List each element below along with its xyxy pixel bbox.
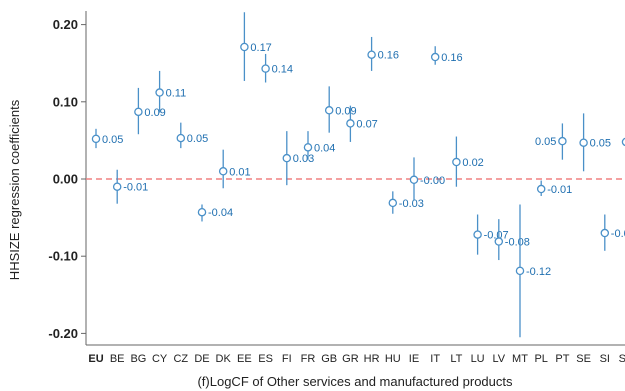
y-tick-label: -0.20 xyxy=(48,326,78,341)
data-point xyxy=(303,143,313,152)
data-point xyxy=(409,175,419,185)
data-label: 0.09 xyxy=(335,105,356,117)
x-category-label: EE xyxy=(237,353,252,365)
data-point xyxy=(282,153,292,163)
data-point xyxy=(218,167,228,176)
x-category-label: ES xyxy=(258,353,273,365)
x-category-label: SE xyxy=(576,353,591,365)
data-point xyxy=(536,184,546,194)
data-point xyxy=(452,157,461,167)
data-point xyxy=(430,52,440,62)
x-category-label: GB xyxy=(321,353,337,365)
x-category-label: LT xyxy=(450,353,462,365)
x-category-label: IE xyxy=(409,353,419,365)
data-point xyxy=(261,64,270,73)
data-point xyxy=(346,119,355,128)
data-point xyxy=(600,228,610,238)
x-category-label: LU xyxy=(471,353,485,365)
y-tick-label: 0.00 xyxy=(53,172,78,187)
x-category-label: BG xyxy=(130,353,146,365)
data-point xyxy=(176,133,186,143)
data-point xyxy=(558,136,567,146)
data-label: 0.04 xyxy=(314,142,335,154)
data-point xyxy=(155,88,164,97)
data-label: -0.00 xyxy=(420,175,445,187)
data-label: 0.02 xyxy=(462,157,483,169)
x-category-label: PL xyxy=(534,353,547,365)
data-label: 0.05 xyxy=(590,138,611,150)
data-label: 0.09 xyxy=(144,107,165,119)
x-category-label: LV xyxy=(492,353,505,365)
data-point xyxy=(494,237,504,246)
x-category-label: DK xyxy=(216,353,232,365)
x-category-label: EU xyxy=(88,353,103,365)
data-label: 0.05 xyxy=(102,134,123,146)
data-point xyxy=(579,138,588,147)
data-marks: 0.05-0.010.090.110.05-0.040.010.170.140.… xyxy=(91,12,625,338)
data-label: -0.07 xyxy=(484,230,509,242)
data-point xyxy=(621,137,625,147)
data-label: -0.12 xyxy=(526,266,551,278)
data-point xyxy=(240,42,249,52)
x-category-label: PT xyxy=(555,353,569,365)
data-label: 0.05 xyxy=(535,136,556,148)
data-point xyxy=(91,134,101,144)
data-label: -0.04 xyxy=(208,207,233,219)
data-label: 0.14 xyxy=(272,64,293,76)
data-label: -0.01 xyxy=(547,184,572,196)
x-category-label: BE xyxy=(110,353,125,365)
data-label: 0.17 xyxy=(250,42,271,54)
x-axis-title: (f)LogCF of Other services and manufactu… xyxy=(197,374,513,389)
data-point xyxy=(515,266,525,276)
x-category-label: SI xyxy=(600,353,610,365)
data-point xyxy=(473,230,482,239)
x-category-label: IT xyxy=(430,353,440,365)
data-label: 0.03 xyxy=(293,153,314,165)
x-category-label: FR xyxy=(301,353,316,365)
data-label: 0.16 xyxy=(378,50,399,62)
data-label: 0.01 xyxy=(229,166,250,178)
y-axis-title: HHSIZE regression coefficients xyxy=(7,99,22,280)
data-label: 0.05 xyxy=(187,133,208,145)
data-point xyxy=(197,207,207,217)
x-category-label: CY xyxy=(152,353,168,365)
data-label: -0.01 xyxy=(123,182,148,194)
x-category-label: MT xyxy=(512,353,528,365)
x-category-labels: EU BE BG CY CZ DE DK EE ES FI FR GB GR HR HU IE IT LT LU LV… xyxy=(88,353,625,365)
x-category-label: HU xyxy=(385,353,401,365)
x-category-label: SK xyxy=(619,353,625,365)
data-point xyxy=(134,107,143,117)
x-category-label: GR xyxy=(342,353,359,365)
data-label: 0.16 xyxy=(441,52,462,64)
x-category-label: FI xyxy=(282,353,292,365)
data-point xyxy=(367,50,376,59)
y-tick-label: 0.20 xyxy=(53,17,78,32)
data-label: -0.08 xyxy=(505,237,530,249)
data-point xyxy=(112,182,122,191)
y-tick-label: -0.10 xyxy=(48,249,78,264)
y-ticks: 0.20 0.10 0.00 -0.10 -0.20 xyxy=(48,17,86,341)
x-category-label: CZ xyxy=(173,353,188,365)
data-label: 0.07 xyxy=(356,118,377,130)
x-category-label: HR xyxy=(364,353,380,365)
data-label: -0.0 xyxy=(611,228,625,240)
data-label: -0.03 xyxy=(399,198,424,210)
data-point xyxy=(388,198,398,208)
data-point xyxy=(324,106,334,115)
data-label: 0.11 xyxy=(166,88,187,100)
x-category-label: DE xyxy=(194,353,209,365)
y-tick-label: 0.10 xyxy=(53,94,78,109)
